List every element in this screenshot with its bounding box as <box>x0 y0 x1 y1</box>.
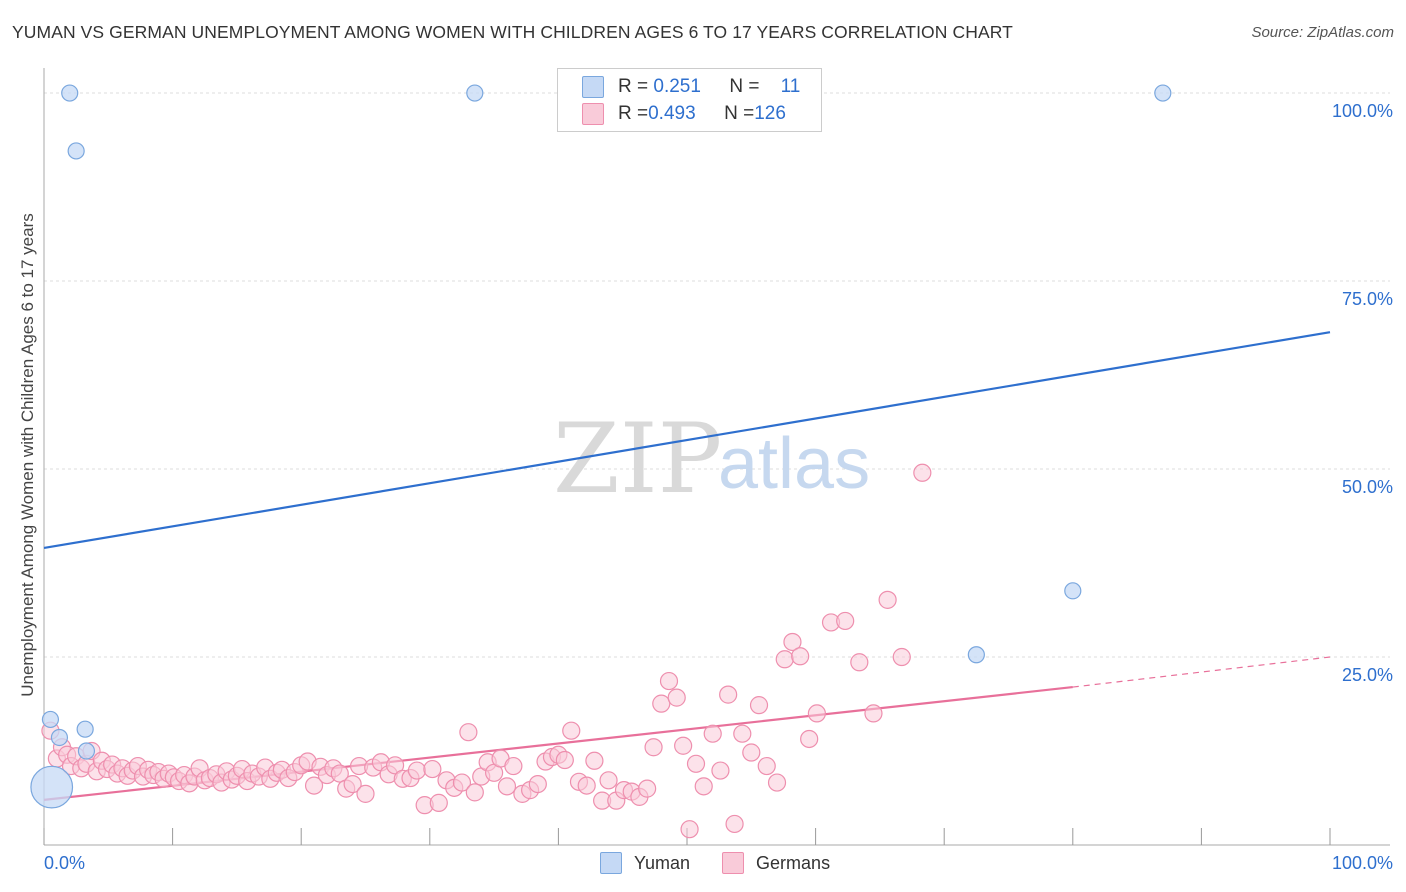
german-point <box>562 721 581 740</box>
german-point <box>913 463 932 482</box>
german-point <box>659 671 679 691</box>
german-point <box>452 773 472 792</box>
y-axis-label: Unemployment Among Women with Children A… <box>18 213 37 697</box>
german-point <box>694 777 713 796</box>
germans-swatch <box>582 103 604 125</box>
legend-n-label: N = <box>724 103 755 124</box>
german-point <box>465 783 484 802</box>
tick-labels: 25.0% 50.0% 75.0% 100.0% 0.0% 100.0% <box>44 101 1393 873</box>
yuman-point <box>1154 84 1172 102</box>
german-point <box>791 647 810 666</box>
german-point <box>783 632 802 652</box>
yuman-point <box>50 728 69 747</box>
german-point <box>385 756 405 775</box>
german-point <box>749 696 769 715</box>
german-point <box>343 774 362 794</box>
german-point <box>864 704 883 723</box>
german-point <box>733 724 752 743</box>
german-point <box>577 776 596 795</box>
german-point <box>878 590 897 609</box>
german-point <box>836 611 855 631</box>
watermark-atlas: atlas <box>718 424 870 504</box>
german-point <box>674 736 693 755</box>
legend-label-germans: Germans <box>756 852 831 873</box>
legend-r-value: 0.251 <box>653 76 701 97</box>
yuman-point <box>967 646 985 664</box>
german-point <box>585 751 604 770</box>
german-point <box>356 784 375 803</box>
source-label: Source: ZipAtlas.com <box>1251 24 1394 41</box>
german-point <box>504 756 523 776</box>
german-point <box>407 761 427 780</box>
german-point <box>555 750 574 770</box>
german-point <box>850 653 869 672</box>
chart-title: YUMAN VS GERMAN UNEMPLOYMENT AMONG WOMEN… <box>12 22 1013 42</box>
german-point <box>767 773 787 792</box>
y-tick-label: 100.0% <box>1332 101 1393 121</box>
legend-n-value: 11 <box>780 76 801 97</box>
stats-legend: R = 0.251 N = 11 R = 0.493 N = 126 <box>557 68 822 132</box>
german-point <box>497 777 517 796</box>
yuman-swatch <box>600 852 622 874</box>
german-point <box>459 723 478 742</box>
legend-label-yuman: Yuman <box>634 852 691 873</box>
legend-row-yuman: R = 0.251 N = 11 <box>582 75 800 99</box>
german-point <box>330 764 349 783</box>
legend-row-germans: R = 0.493 N = 126 <box>582 102 786 126</box>
yuman-point <box>77 742 96 760</box>
german-point <box>757 756 776 776</box>
yuman-trend-line <box>43 331 1331 550</box>
y-tick-label: 75.0% <box>1342 289 1393 309</box>
yuman-point <box>41 710 60 729</box>
legend-item-germans[interactable]: Germans <box>722 852 830 874</box>
y-tick-label: 50.0% <box>1342 477 1393 497</box>
x-tick-label: 100.0% <box>1332 853 1393 873</box>
german-point <box>652 694 671 713</box>
german-point <box>304 776 324 795</box>
german-point <box>719 685 738 704</box>
german-point <box>680 820 699 839</box>
legend-n-label: N = <box>729 76 760 97</box>
yuman-point <box>67 142 85 160</box>
legend-n-value: 126 <box>754 103 786 124</box>
yuman-point <box>1064 582 1082 600</box>
series-legend: Yuman Germans <box>600 852 862 874</box>
german-point <box>638 779 657 798</box>
watermark-zip: ZIP <box>553 403 722 515</box>
german-point <box>775 650 794 669</box>
german-point <box>667 688 686 707</box>
german-point <box>892 647 911 667</box>
yuman-point <box>30 765 74 809</box>
x-tick-label: 0.0% <box>44 853 85 873</box>
yuman-point <box>76 720 94 738</box>
germans-swatch <box>722 852 745 874</box>
yuman-point <box>466 84 484 102</box>
watermark: ZIP atlas <box>553 403 870 515</box>
yuman-point <box>61 84 79 102</box>
yuman-swatch <box>582 76 604 98</box>
german-point <box>644 738 663 757</box>
german-point <box>528 774 547 794</box>
legend-r-label: R = <box>618 76 649 97</box>
german-point <box>807 704 826 723</box>
grid-lines <box>44 92 1390 658</box>
y-tick-label: 25.0% <box>1342 665 1393 685</box>
legend-r-value: 0.493 <box>648 103 696 124</box>
legend-r-label: R = <box>618 103 649 124</box>
german-trend-extension <box>1072 656 1331 688</box>
german-point <box>703 724 722 743</box>
legend-item-yuman[interactable]: Yuman <box>600 852 690 874</box>
german-point <box>742 743 761 762</box>
german-point <box>423 759 442 779</box>
german-point <box>725 814 744 834</box>
german-point <box>599 771 618 790</box>
german-point <box>429 793 448 812</box>
data-points <box>30 84 1172 839</box>
german-point <box>800 729 819 749</box>
german-point <box>711 761 730 780</box>
german-point <box>686 754 706 773</box>
